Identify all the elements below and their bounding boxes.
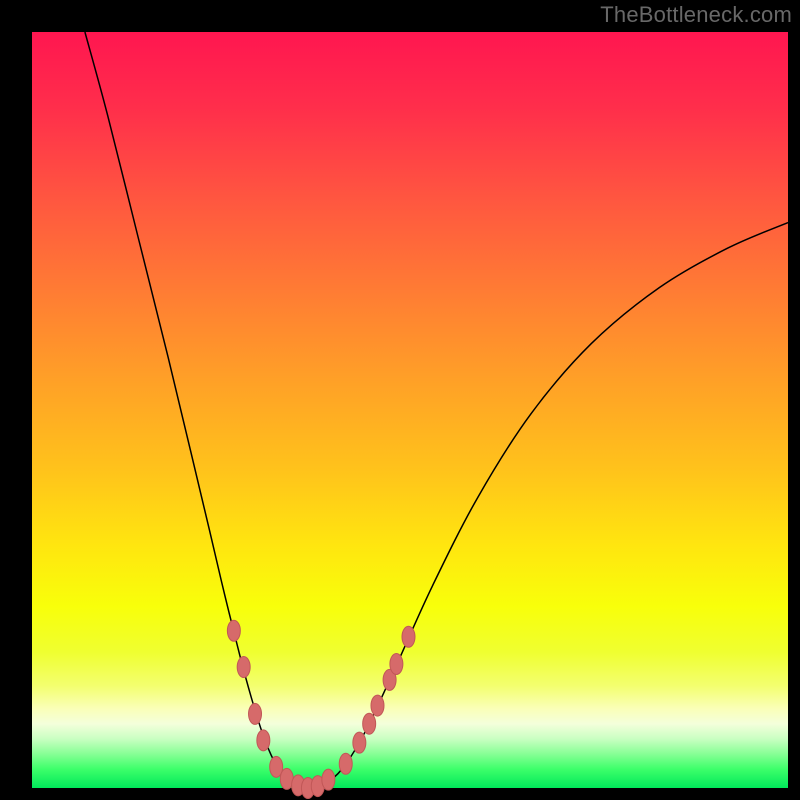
- marker-dot: [371, 695, 384, 716]
- marker-dot: [363, 713, 376, 734]
- plot-area: [32, 32, 788, 788]
- marker-dot: [402, 626, 415, 647]
- bottleneck-curve: [85, 32, 788, 788]
- marker-dot: [227, 620, 240, 641]
- marker-dot: [257, 730, 270, 751]
- marker-dot: [353, 732, 366, 753]
- marker-dot: [249, 703, 262, 724]
- marker-group: [227, 620, 415, 798]
- marker-dot: [237, 657, 250, 678]
- marker-dot: [390, 654, 403, 675]
- marker-dot: [339, 753, 352, 774]
- chart-container: TheBottleneck.com: [0, 0, 800, 800]
- curve-layer: [32, 32, 788, 788]
- marker-dot: [322, 769, 335, 790]
- watermark-text: TheBottleneck.com: [600, 2, 792, 28]
